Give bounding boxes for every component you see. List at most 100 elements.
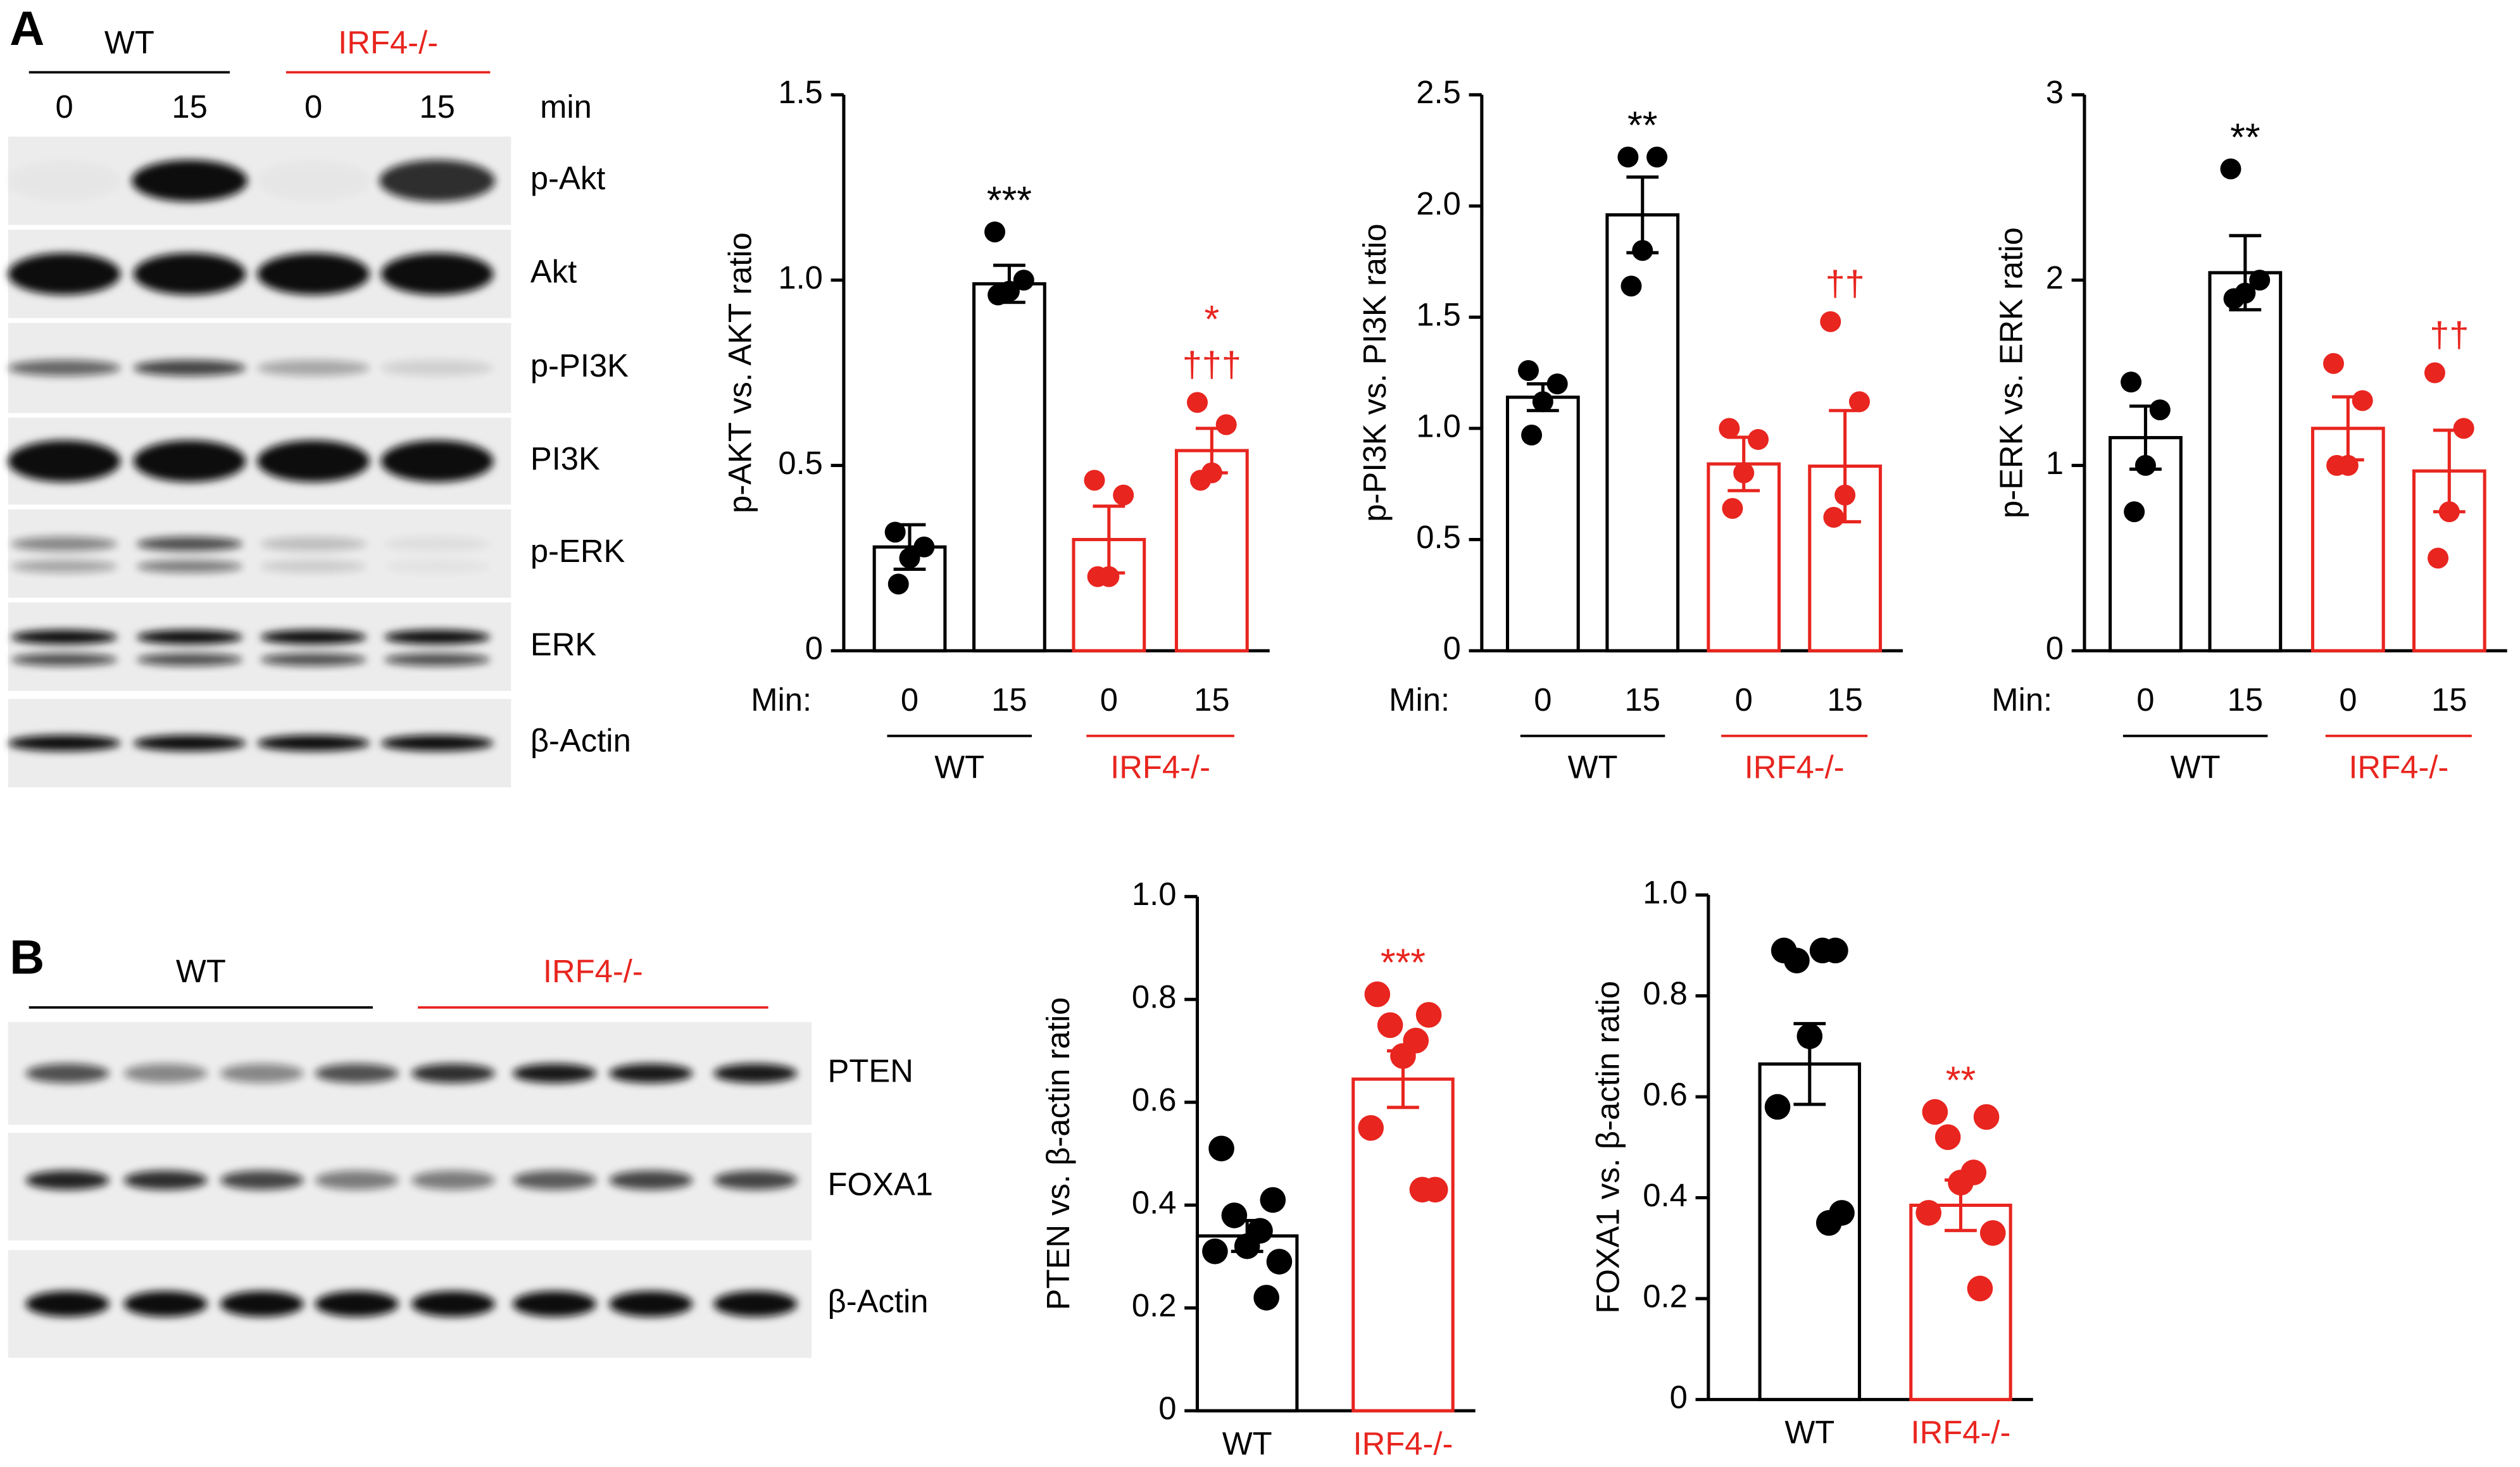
data-point xyxy=(1722,497,1743,519)
y-tick-label: 0 xyxy=(805,630,823,666)
blot-band xyxy=(260,536,367,551)
data-point xyxy=(1815,1210,1842,1236)
data-point xyxy=(1521,424,1543,446)
blot-band xyxy=(123,1170,208,1190)
lane-label: 0 xyxy=(304,89,322,125)
blot-band xyxy=(384,630,491,645)
data-point xyxy=(1186,392,1208,413)
data-point xyxy=(2249,270,2271,291)
data-point xyxy=(2326,454,2348,476)
blot-band xyxy=(133,253,246,295)
blot-band xyxy=(220,1170,304,1190)
data-point xyxy=(1646,146,1668,168)
data-point xyxy=(2424,362,2445,384)
data-point xyxy=(1784,947,1810,974)
blot-band xyxy=(257,253,370,295)
blot-strip xyxy=(8,1132,812,1241)
blot-band xyxy=(257,735,370,751)
lane-label: 15 xyxy=(419,89,454,125)
blot-band xyxy=(380,735,494,751)
y-tick-label: 0.4 xyxy=(1643,1177,1688,1213)
blot-band xyxy=(133,735,246,751)
significance-label: ** xyxy=(1627,104,1657,147)
x-tick-label: IRF4-/- xyxy=(1353,1425,1453,1461)
group-label: WT xyxy=(104,24,154,60)
y-tick-label: 2.5 xyxy=(1416,74,1461,110)
data-point xyxy=(2124,501,2145,523)
data-point xyxy=(1532,391,1553,413)
data-point xyxy=(2223,288,2245,309)
data-point xyxy=(1364,981,1391,1008)
y-tick-label: 1 xyxy=(2046,445,2064,481)
data-point xyxy=(1834,484,1856,506)
data-point xyxy=(1221,1202,1248,1228)
data-point xyxy=(1013,270,1034,291)
y-tick-label: 2.0 xyxy=(1416,185,1461,222)
data-point xyxy=(2453,418,2474,439)
y-tick-label: 1.0 xyxy=(778,259,823,296)
group-label: IRF4-/- xyxy=(543,953,643,989)
y-tick-label: 0.8 xyxy=(1132,979,1177,1015)
data-point xyxy=(1208,1135,1234,1162)
blot-band xyxy=(257,440,370,482)
blot-band xyxy=(11,536,118,551)
blot-band xyxy=(136,630,243,645)
data-point xyxy=(1934,1124,1961,1151)
y-tick-label: 0.4 xyxy=(1132,1185,1177,1221)
blot-band xyxy=(123,1063,208,1083)
y-tick-label: 0.6 xyxy=(1643,1076,1688,1112)
x-tick-label: 0 xyxy=(2339,682,2357,718)
bar xyxy=(2208,271,2283,652)
blot-band xyxy=(8,440,121,482)
x-tick-label: 15 xyxy=(1625,682,1660,718)
data-point xyxy=(1390,1043,1416,1069)
blot-row-label: FOXA1 xyxy=(828,1166,933,1202)
data-point xyxy=(1973,1104,2000,1130)
y-axis-label: p-PI3K vs. PI3K ratio xyxy=(1357,223,1393,521)
blot-band xyxy=(609,1170,693,1190)
x-prefix: Min: xyxy=(751,682,812,718)
blot-band xyxy=(8,253,121,295)
group-label: IRF4-/- xyxy=(1110,749,1210,785)
y-tick-label: 0.5 xyxy=(1416,519,1461,555)
unit-label: min xyxy=(540,89,592,125)
blot-band xyxy=(380,440,494,482)
data-point xyxy=(1202,1238,1228,1264)
y-tick-label: 0.5 xyxy=(778,445,823,481)
data-point xyxy=(2220,158,2241,180)
y-tick-label: 2 xyxy=(2046,259,2064,296)
blot-band xyxy=(260,630,367,645)
blot-band xyxy=(512,1063,596,1083)
data-point xyxy=(1234,1233,1260,1259)
bar xyxy=(972,282,1046,652)
blot-band xyxy=(411,1290,495,1317)
data-point xyxy=(1820,311,1841,332)
blot-band xyxy=(609,1063,693,1083)
blot-band xyxy=(315,1290,399,1317)
blot-band xyxy=(220,1063,304,1083)
data-point xyxy=(1260,1187,1286,1213)
data-point xyxy=(1215,414,1237,435)
data-point xyxy=(2438,501,2460,523)
blot-row-label: p-Akt xyxy=(530,160,606,196)
significance-label: * xyxy=(1204,297,1219,340)
y-axis-label: PTEN vs. β-actin ratio xyxy=(1040,997,1076,1311)
group-label: IRF4-/- xyxy=(338,24,438,60)
data-point xyxy=(1253,1285,1279,1311)
blot-row-label: ERK xyxy=(530,626,597,662)
group-label: WT xyxy=(176,953,226,989)
significance-label: ** xyxy=(1946,1058,1976,1101)
blot-band xyxy=(133,359,246,377)
blot-band xyxy=(713,1063,798,1083)
data-point xyxy=(2134,454,2156,476)
data-point xyxy=(1113,484,1134,506)
blot-band xyxy=(379,159,495,202)
significance-label: *** xyxy=(1381,940,1426,983)
blot-strip xyxy=(8,509,511,598)
data-point xyxy=(887,573,909,595)
y-tick-label: 0.6 xyxy=(1132,1082,1177,1118)
blot-band xyxy=(8,735,121,751)
blot-band xyxy=(713,1170,798,1190)
data-point xyxy=(899,547,920,569)
data-point xyxy=(1915,1200,1941,1226)
